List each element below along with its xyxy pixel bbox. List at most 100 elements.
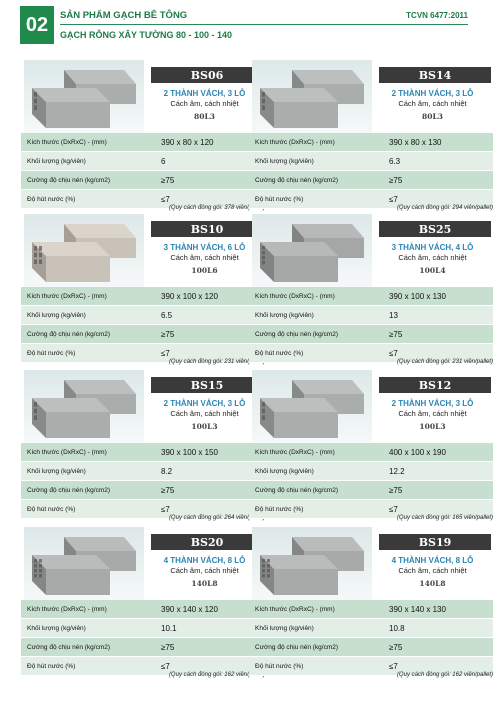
spec-value: 390 x 80 x 120 (161, 137, 214, 147)
spec-label: Độ hút nước (%) (27, 662, 76, 670)
spec-label: Độ hút nước (%) (255, 505, 304, 513)
spec-value: ≥75 (389, 175, 403, 185)
brick-type: 100L6 (191, 266, 218, 275)
spec-value: 390 x 100 x 130 (389, 291, 446, 301)
product-code: BS20 (151, 534, 263, 550)
spec-label: Kích thước (DxRxC) - (mm) (255, 138, 335, 146)
spec-label: Cường độ chịu nén (kg/cm2) (27, 330, 111, 338)
packing-note: (Quy cách đóng gói: 231 viên/pallet) (168, 359, 265, 365)
wall-hole-spec: 3 THÀNH VÁCH, 4 LỖ (391, 243, 474, 252)
brick-type: 100L4 (419, 266, 446, 275)
spec-label: Độ hút nước (%) (255, 662, 304, 670)
spec-row-strength: Cường độ chịu nén (kg/cm2) ≥75 (21, 325, 265, 344)
spec-label: Độ hút nước (%) (27, 349, 76, 357)
spec-label: Cường độ chịu nén (kg/cm2) (27, 486, 111, 494)
spec-value: ≥75 (161, 642, 175, 652)
packing-note: (Quy cách đóng gói: 165 viên/pallet) (396, 515, 493, 521)
spec-value: ≤7 (161, 194, 170, 204)
product-card-bs06: BS06 2 THÀNH VÁCH, 3 LỖ Cách âm, cách nhiệ… (21, 60, 265, 212)
spec-value: 390 x 100 x 150 (161, 447, 218, 457)
spec-value: 390 x 100 x 120 (161, 291, 218, 301)
spec-value: ≥75 (161, 175, 175, 185)
spec-row-water: Độ hút nước (%) ≤7 (249, 657, 493, 676)
wall-hole-spec: 3 THÀNH VÁCH, 6 LỖ (163, 243, 246, 252)
spec-value: 13 (389, 310, 398, 320)
product-code: BS12 (379, 377, 491, 393)
product-image (24, 527, 144, 601)
spec-row-water: Độ hút nước (%) ≤7 (249, 344, 493, 363)
spec-row-weight: Khối lượng (kg/viên) 10.1 (21, 619, 265, 638)
product-card-bs12: BS12 2 THÀNH VÁCH, 3 LỖ Cách âm, cách nhiệ… (249, 370, 493, 522)
spec-row-size: Kích thước (DxRxC) - (mm) 390 x 140 x 120 (21, 600, 265, 619)
insulation-note: Cách âm, cách nhiệt (398, 566, 467, 575)
spec-value: ≤7 (161, 504, 170, 514)
spec-value: 10.8 (389, 623, 405, 633)
wall-hole-spec: 2 THÀNH VÁCH, 3 LỖ (163, 89, 246, 98)
spec-label: Cường độ chịu nén (kg/cm2) (255, 643, 339, 651)
spec-value: 390 x 80 x 130 (389, 137, 442, 147)
insulation-note: Cách âm, cách nhiệt (170, 99, 239, 108)
spec-label: Khối lượng (kg/viên) (255, 467, 314, 475)
product-image (24, 60, 144, 134)
section-subtitle: GẠCH RỖNG XÂY TƯỜNG 80 - 100 - 140 (60, 30, 233, 40)
spec-label: Khối lượng (kg/viên) (27, 311, 86, 319)
product-description: 3 THÀNH VÁCH, 4 LỖ Cách âm, cách nhiệt 100… (372, 243, 493, 275)
product-description: 2 THÀNH VÁCH, 3 LỖ Cách âm, cách nhiệt 80L… (372, 89, 493, 121)
product-image (252, 214, 372, 288)
spec-value: ≤7 (389, 661, 398, 671)
spec-value: ≤7 (161, 348, 170, 358)
brick-type: 80L3 (422, 112, 443, 121)
spec-table: Kích thước (DxRxC) - (mm) 390 x 140 x 120… (21, 600, 265, 676)
brick-image (32, 380, 136, 438)
insulation-note: Cách âm, cách nhiệt (170, 253, 239, 262)
product-card-bs15: BS15 2 THÀNH VÁCH, 3 LỖ Cách âm, cách nhiệ… (21, 370, 265, 522)
spec-value: 6.3 (389, 156, 401, 166)
product-card-bs14: BS14 2 THÀNH VÁCH, 3 LỖ Cách âm, cách nhiệ… (249, 60, 493, 212)
spec-label: Khối lượng (kg/viên) (255, 624, 314, 632)
wall-hole-spec: 2 THÀNH VÁCH, 3 LỖ (391, 399, 474, 408)
product-code: BS25 (379, 221, 491, 237)
spec-value: 6 (161, 156, 166, 166)
product-code: BS14 (379, 67, 491, 83)
product-image (252, 370, 372, 444)
packing-note: (Quy cách đóng gói: 231 viên/pallet) (396, 359, 493, 365)
spec-value: 400 x 100 x 190 (389, 447, 446, 457)
brick-image (32, 224, 136, 282)
product-description: 3 THÀNH VÁCH, 6 LỖ Cách âm, cách nhiệt 100… (144, 243, 265, 275)
packing-note: (Quy cách đóng gói: 162 viên/pallet) (168, 672, 265, 678)
packing-note: (Quy cách đóng gói: 162 viên/pallet) (396, 672, 493, 678)
packing-note: (Quy cách đóng gói: 294 viên/pallet) (396, 205, 493, 211)
spec-row-water: Độ hút nước (%) ≤7 (21, 344, 265, 363)
spec-value: ≥75 (161, 485, 175, 495)
spec-row-strength: Cường độ chịu nén (kg/cm2) ≥75 (21, 481, 265, 500)
insulation-note: Cách âm, cách nhiệt (398, 253, 467, 262)
spec-row-size: Kích thước (DxRxC) - (mm) 390 x 100 x 130 (249, 287, 493, 306)
product-description: 4 THÀNH VÁCH, 8 LỖ Cách âm, cách nhiệt 140… (144, 556, 265, 588)
page-header: 02 SẢN PHẨM GẠCH BÊ TÔNG TCVN 6477:2011 … (20, 6, 468, 44)
brick-image (32, 537, 136, 595)
spec-label: Kích thước (DxRxC) - (mm) (27, 448, 107, 456)
spec-value: 390 x 140 x 120 (161, 604, 218, 614)
product-code: BS19 (379, 534, 491, 550)
standard-code: TCVN 6477:2011 (406, 11, 468, 20)
spec-table: Kích thước (DxRxC) - (mm) 390 x 100 x 150… (21, 443, 265, 519)
spec-row-size: Kích thước (DxRxC) - (mm) 400 x 100 x 190 (249, 443, 493, 462)
brick-type: 80L3 (194, 112, 215, 121)
spec-value: ≥75 (161, 329, 175, 339)
brick-type: 140L8 (191, 579, 218, 588)
spec-table: Kích thước (DxRxC) - (mm) 390 x 100 x 120… (21, 287, 265, 363)
product-description: 4 THÀNH VÁCH, 8 LỖ Cách âm, cách nhiệt 140… (372, 556, 493, 588)
packing-note: (Quy cách đóng gói: 264 viên/pallet) (168, 515, 265, 521)
brick-image (260, 70, 364, 128)
spec-row-strength: Cường độ chịu nén (kg/cm2) ≥75 (249, 638, 493, 657)
spec-label: Cường độ chịu nén (kg/cm2) (255, 176, 339, 184)
spec-label: Cường độ chịu nén (kg/cm2) (27, 643, 111, 651)
spec-row-size: Kích thước (DxRxC) - (mm) 390 x 100 x 120 (21, 287, 265, 306)
spec-value: ≤7 (161, 661, 170, 671)
product-image (24, 214, 144, 288)
brick-image (32, 70, 136, 128)
product-description: 2 THÀNH VÁCH, 3 LỖ Cách âm, cách nhiệt 80L… (144, 89, 265, 121)
insulation-note: Cách âm, cách nhiệt (398, 99, 467, 108)
spec-label: Khối lượng (kg/viên) (27, 467, 86, 475)
product-code: BS06 (151, 67, 263, 83)
